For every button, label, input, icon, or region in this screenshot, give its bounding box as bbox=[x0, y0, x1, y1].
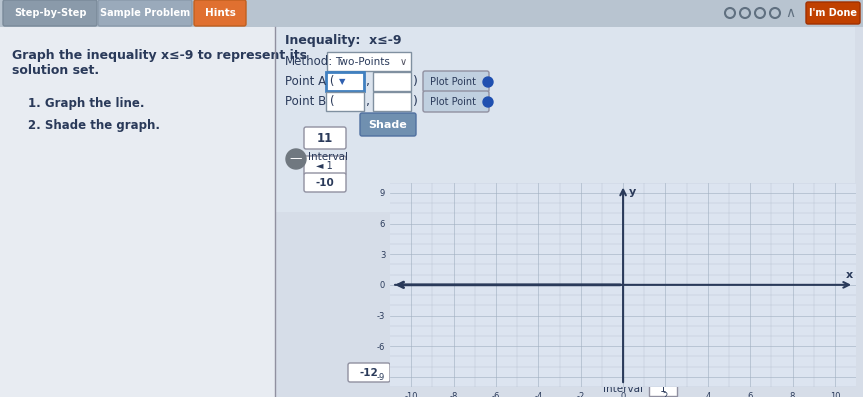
FancyBboxPatch shape bbox=[3, 0, 97, 26]
Text: Interval: Interval bbox=[308, 152, 348, 162]
Text: Shade: Shade bbox=[369, 120, 407, 130]
Text: —: — bbox=[290, 152, 302, 166]
Text: ): ) bbox=[413, 75, 418, 89]
FancyBboxPatch shape bbox=[304, 173, 346, 192]
FancyBboxPatch shape bbox=[348, 363, 390, 382]
Text: Point A (: Point A ( bbox=[285, 75, 335, 88]
FancyBboxPatch shape bbox=[373, 92, 411, 111]
Text: -10: -10 bbox=[316, 178, 334, 188]
Text: ): ) bbox=[413, 96, 418, 108]
Circle shape bbox=[483, 97, 493, 107]
Text: -12: -12 bbox=[360, 368, 378, 378]
Text: 2. Shade the graph.: 2. Shade the graph. bbox=[28, 119, 160, 132]
Text: Hints: Hints bbox=[205, 8, 236, 18]
Text: Two-Points: Two-Points bbox=[335, 57, 389, 67]
Text: Plot Point: Plot Point bbox=[430, 77, 476, 87]
Text: I'm Done: I'm Done bbox=[809, 8, 857, 18]
Text: interval: interval bbox=[603, 384, 643, 394]
FancyBboxPatch shape bbox=[194, 0, 246, 26]
FancyBboxPatch shape bbox=[275, 27, 855, 212]
FancyBboxPatch shape bbox=[649, 381, 677, 396]
Circle shape bbox=[286, 149, 306, 169]
FancyBboxPatch shape bbox=[304, 156, 346, 175]
Text: 11: 11 bbox=[317, 131, 333, 145]
Text: ◄ 1: ◄ 1 bbox=[316, 161, 333, 171]
FancyBboxPatch shape bbox=[806, 2, 860, 24]
Text: 1: 1 bbox=[659, 384, 666, 394]
Text: y: y bbox=[628, 187, 636, 197]
Circle shape bbox=[483, 77, 493, 87]
FancyBboxPatch shape bbox=[423, 71, 489, 92]
FancyBboxPatch shape bbox=[304, 127, 346, 149]
FancyBboxPatch shape bbox=[326, 72, 364, 91]
Text: Point B (: Point B ( bbox=[285, 95, 335, 108]
Text: Method:: Method: bbox=[285, 55, 333, 68]
Text: ,: , bbox=[366, 75, 370, 89]
FancyBboxPatch shape bbox=[327, 52, 411, 71]
Text: ∨: ∨ bbox=[400, 57, 406, 67]
FancyBboxPatch shape bbox=[98, 0, 192, 26]
Text: 1. Graph the line.: 1. Graph the line. bbox=[28, 97, 144, 110]
Text: Plot Point: Plot Point bbox=[430, 97, 476, 107]
FancyBboxPatch shape bbox=[373, 72, 411, 91]
FancyBboxPatch shape bbox=[326, 92, 364, 111]
Text: Step-by-Step: Step-by-Step bbox=[14, 8, 86, 18]
Text: ▼: ▼ bbox=[339, 77, 345, 87]
FancyBboxPatch shape bbox=[0, 0, 863, 27]
FancyBboxPatch shape bbox=[360, 113, 416, 136]
FancyBboxPatch shape bbox=[423, 91, 489, 112]
Text: ∧: ∧ bbox=[785, 6, 795, 20]
Text: Graph the inequality x≤-9 to represent its
solution set.: Graph the inequality x≤-9 to represent i… bbox=[12, 49, 307, 77]
Text: Sample Problem: Sample Problem bbox=[100, 8, 190, 18]
Text: ,: , bbox=[366, 96, 370, 108]
Text: Inequality:  x≤-9: Inequality: x≤-9 bbox=[285, 34, 401, 47]
FancyBboxPatch shape bbox=[0, 27, 275, 397]
Text: x: x bbox=[847, 270, 854, 280]
